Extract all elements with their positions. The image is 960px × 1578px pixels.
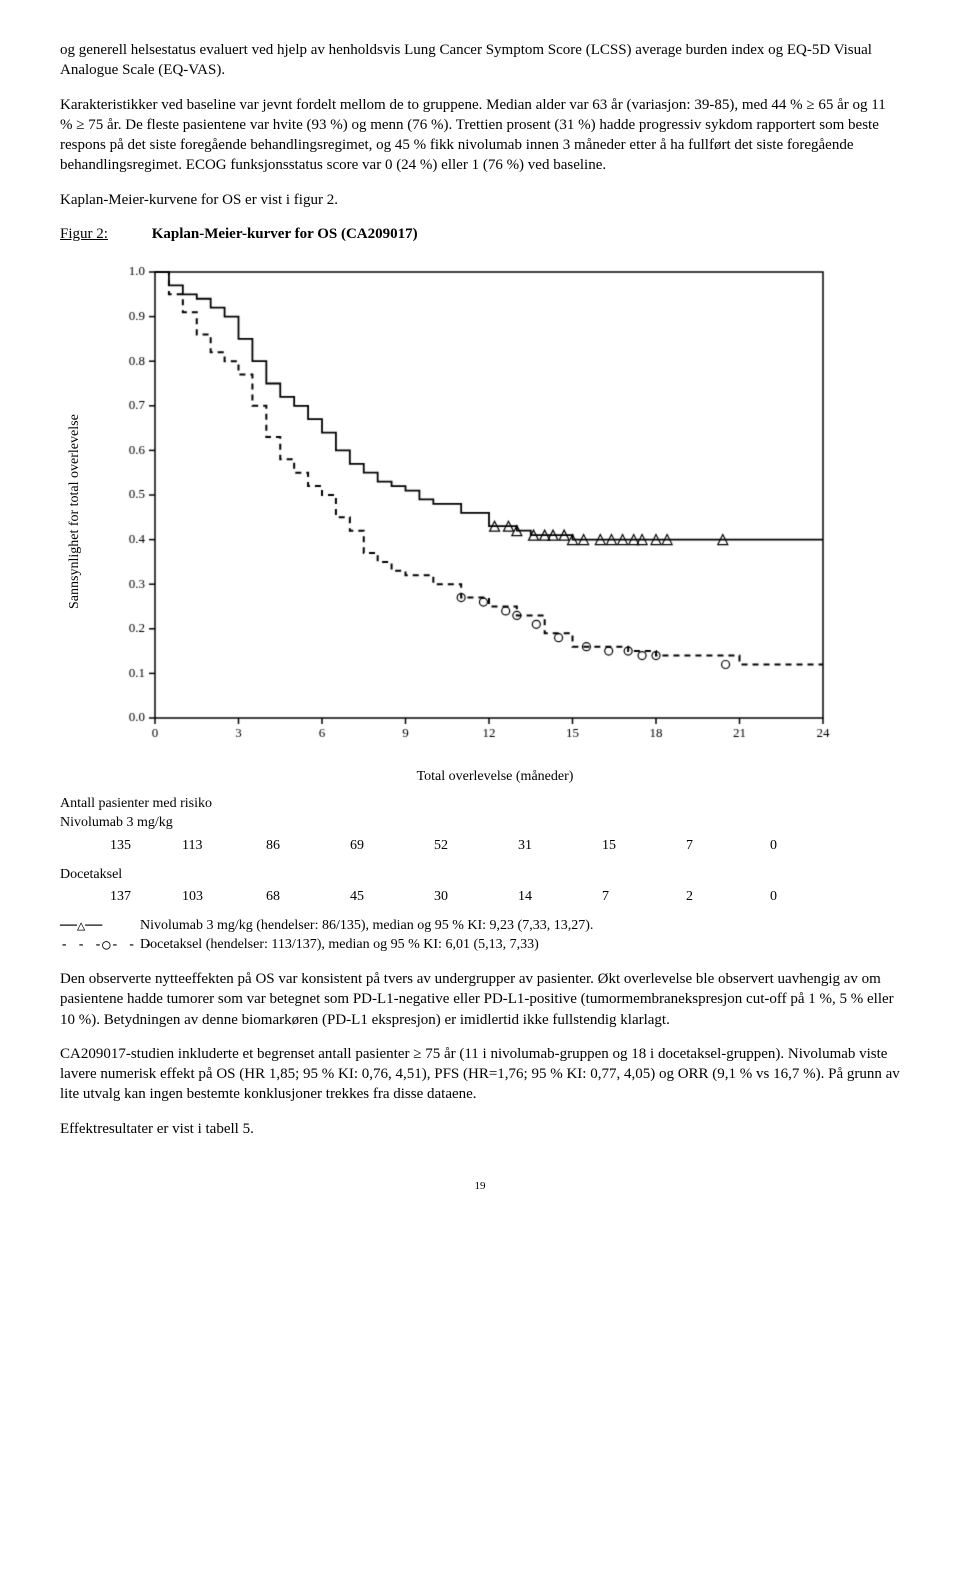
table-cell: 7 [596, 888, 680, 907]
paragraph-4: Den observerte nytteeffekten på OS var k… [60, 969, 900, 1030]
chart-legend: ──△── Nivolumab 3 mg/kg (hendelser: 86/1… [60, 917, 900, 955]
table-cell: 113 [176, 837, 260, 856]
table-cell: 0 [764, 837, 848, 856]
table-cell: 103 [176, 888, 260, 907]
paragraph-6: Effektresultater er vist i tabell 5. [60, 1119, 900, 1139]
docetaxel-legend-text: Docetaksel (hendelser: 113/137), median … [140, 936, 539, 955]
table-cell: 135 [60, 837, 176, 856]
docetaxel-group-label: Docetaksel [60, 866, 900, 885]
table-cell: 15 [596, 837, 680, 856]
table-cell: 0 [764, 888, 848, 907]
nivolumab-legend-symbol: ──△── [60, 917, 140, 936]
table-cell: 137 [60, 888, 176, 907]
risk-table-header: Antall pasienter med risiko [60, 795, 900, 814]
paragraph-5: CA209017-studien inkluderte et begrenset… [60, 1044, 900, 1105]
table-cell: 52 [428, 837, 512, 856]
paragraph-1: og generell helsestatus evaluert ved hje… [60, 40, 900, 81]
x-axis-label: Total overlevelse (måneder) [60, 768, 900, 787]
nivolumab-risk-table: 135113866952311570 [60, 837, 848, 856]
table-cell: 45 [344, 888, 428, 907]
paragraph-2: Karakteristikker ved baseline var jevnt … [60, 95, 900, 176]
figure-label: Figur 2: Kaplan-Meier-kurver for OS (CA2… [60, 224, 900, 244]
table-cell: 31 [512, 837, 596, 856]
figure-number: Figur 2: [60, 226, 108, 242]
table-cell: 14 [512, 888, 596, 907]
km-chart-container: Sannsynlighet for total overlevelse [60, 262, 900, 762]
table-cell: 68 [260, 888, 344, 907]
table-cell: 86 [260, 837, 344, 856]
table-cell: 69 [344, 837, 428, 856]
km-survival-chart [85, 262, 835, 762]
docetaxel-risk-table: 13710368453014720 [60, 888, 848, 907]
figure-title: Kaplan-Meier-kurver for OS (CA209017) [152, 226, 418, 242]
table-cell: 30 [428, 888, 512, 907]
table-cell: 7 [680, 837, 764, 856]
page-number: 19 [60, 1179, 900, 1194]
paragraph-3: Kaplan-Meier-kurvene for OS er vist i fi… [60, 190, 900, 210]
table-cell: 2 [680, 888, 764, 907]
docetaxel-legend-symbol: - - -○- - - [60, 936, 140, 955]
y-axis-label: Sannsynlighet for total overlevelse [60, 312, 85, 712]
nivolumab-legend-text: Nivolumab 3 mg/kg (hendelser: 86/135), m… [140, 917, 593, 936]
nivolumab-group-label: Nivolumab 3 mg/kg [60, 814, 900, 833]
